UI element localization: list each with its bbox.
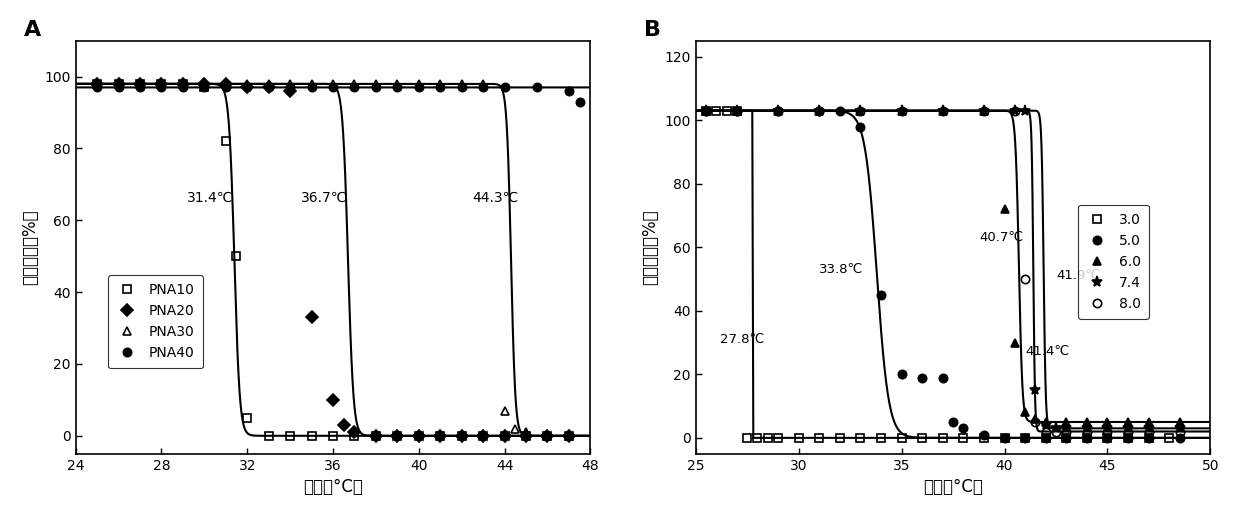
Text: 41.4℃: 41.4℃ xyxy=(1025,345,1069,358)
X-axis label: 温度（°C）: 温度（°C） xyxy=(303,478,363,496)
Text: 40.7℃: 40.7℃ xyxy=(980,231,1024,244)
Legend: 3.0, 5.0, 6.0, 7.4, 8.0: 3.0, 5.0, 6.0, 7.4, 8.0 xyxy=(1079,205,1149,319)
Legend: PNA10, PNA20, PNA30, PNA40: PNA10, PNA20, PNA30, PNA40 xyxy=(108,275,203,368)
Text: 36.7℃: 36.7℃ xyxy=(301,191,347,205)
Text: 41.9℃: 41.9℃ xyxy=(1056,269,1100,282)
Text: 27.8℃: 27.8℃ xyxy=(720,332,765,345)
Text: 44.3℃: 44.3℃ xyxy=(472,191,518,205)
Text: 33.8℃: 33.8℃ xyxy=(820,263,863,276)
Text: 31.4℃: 31.4℃ xyxy=(187,191,233,205)
X-axis label: 温度（°C）: 温度（°C） xyxy=(923,478,983,496)
Text: A: A xyxy=(24,20,41,40)
Y-axis label: 透光度，（%）: 透光度，（%） xyxy=(641,209,658,285)
Y-axis label: 透光度，（%）: 透光度，（%） xyxy=(21,209,38,285)
Text: B: B xyxy=(645,20,661,40)
